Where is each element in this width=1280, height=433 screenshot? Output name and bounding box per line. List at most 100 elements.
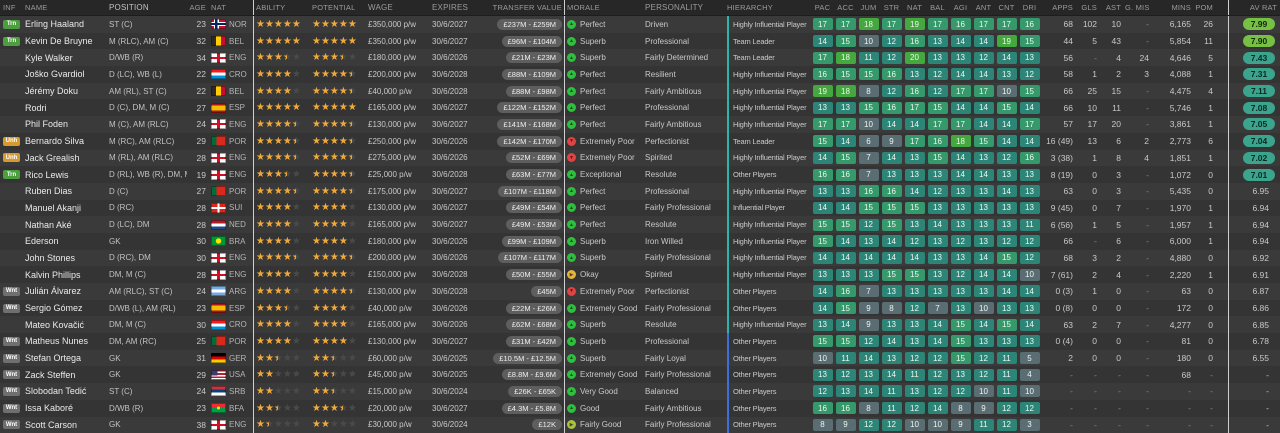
attr-str-cell: 15 <box>880 268 903 281</box>
inf-badge[interactable]: Trn <box>3 19 20 29</box>
col-header-ability[interactable]: ABILITY <box>256 3 286 12</box>
attr-value: 13 <box>927 35 948 48</box>
player-row[interactable]: Trn Erling Haaland ST (C) 23 NOR ★★★★★ ★★★★★ ★★… <box>0 16 1280 33</box>
player-row[interactable]: Unh Bernardo Silva M (RC), AM (RLC) 29 POR ★★… <box>0 132 1280 150</box>
col-header-pac[interactable]: PAC <box>814 3 831 12</box>
player-name[interactable]: Ederson <box>25 236 59 247</box>
player-name[interactable]: Kyle Walker <box>25 52 73 63</box>
player-row[interactable]: EdersonGK30BRA★★★★★★★★★★★★★★★★★★★★£180,0… <box>0 232 1280 250</box>
col-header-ast[interactable]: AST <box>1105 3 1121 12</box>
player-row[interactable]: Phil Foden M (C), AM (RLC) 24 ENG ★★★★★ ★★★★ ★… <box>0 116 1280 133</box>
player-name[interactable]: Manuel Akanji <box>25 202 82 213</box>
player-name[interactable]: Mateo Kovačić <box>25 319 85 330</box>
col-header-expires[interactable]: EXPIRES <box>432 3 469 12</box>
col-header-mins[interactable]: MINS <box>1171 3 1191 12</box>
col-header-pom[interactable]: POM <box>1195 3 1213 12</box>
col-header-acc[interactable]: ACC <box>837 3 854 12</box>
inf-badge[interactable]: Wnt <box>3 336 20 346</box>
stars-empty-icon: ★★★★★ <box>256 102 301 114</box>
col-header-potential[interactable]: POTENTIAL <box>312 3 356 12</box>
col-header-nat[interactable]: NAT <box>906 3 923 12</box>
col-header-str[interactable]: STR <box>883 3 900 12</box>
player-row[interactable]: Rodri D (C), DM, M (C) 27 ESP ★★★★★ ★★★★★ ★★★★… <box>0 99 1280 117</box>
player-row[interactable]: Joško Gvardiol D (LC), WB (L) 22 CRO ★★★★★ ★★… <box>0 66 1280 83</box>
inf-badge[interactable]: Wnt <box>3 420 20 430</box>
player-name[interactable]: John Stones <box>25 252 76 263</box>
col-header-agi[interactable]: AGI <box>953 3 968 12</box>
player-row[interactable]: Trn Kevin De Bruyne M (RLC), AM (C) 32 BEL ★★… <box>0 32 1280 50</box>
player-row[interactable]: Wnt Issa Kaboré D/WB (R) 23 BFA ★★★★★ ★★ ★★★★★ ★… <box>0 399 1280 417</box>
col-header-wage[interactable]: WAGE <box>368 3 393 12</box>
player-row[interactable]: Nathan Aké D (LC), DM 28 NED ★★★★★ ★★★★ ★★★★★ ★… <box>0 216 1280 233</box>
col-header-morale[interactable]: MORALE <box>567 3 600 12</box>
inf-badge[interactable]: Trn <box>3 36 20 46</box>
player-name[interactable]: Slobodan Tedić <box>25 386 87 397</box>
morale-cell: ▲ Superb <box>567 320 645 330</box>
inf-badge[interactable]: Wnt <box>3 286 20 296</box>
inf-badge[interactable]: Unh <box>3 153 20 163</box>
player-name[interactable]: Matheus Nunes <box>25 336 89 347</box>
morale-cell: ▲ Very Good <box>567 386 645 396</box>
player-row[interactable]: Unh Jack Grealish M (RL), AM (RLC) 28 ENG ★★★… <box>0 149 1280 167</box>
player-name[interactable]: Rico Lewis <box>25 169 69 180</box>
player-row[interactable]: Wnt Sergio Gómez D/WB (L), AM (RL) 23 ESP ★★★… <box>0 299 1280 317</box>
col-header-ant[interactable]: ANT <box>975 3 992 12</box>
inf-badge[interactable]: Wnt <box>3 386 20 396</box>
stat-gls: 13 <box>1087 136 1097 147</box>
player-name[interactable]: Bernardo Silva <box>25 136 85 147</box>
player-name[interactable]: Erling Haaland <box>25 19 85 30</box>
player-row[interactable]: Wnt Matheus Nunes DM, AM (RC) 25 POR ★★★★★ ★★★… <box>0 333 1280 350</box>
player-name[interactable]: Joško Gvardiol <box>25 69 85 80</box>
inf-badge[interactable]: Wnt <box>3 370 20 380</box>
player-name[interactable]: Issa Kaboré <box>25 403 74 414</box>
player-name[interactable]: Nathan Aké <box>25 219 72 230</box>
inf-badge[interactable]: Unh <box>3 136 20 146</box>
col-header-cnt[interactable]: CNT <box>998 3 1015 12</box>
player-row[interactable]: Manuel Akanji D (RC) 28 SUI ★★★★★ ★★★★ ★★★★★ ★★… <box>0 199 1280 217</box>
player-row[interactable]: Kalvin Phillips DM, M (C) 28 ENG ★★★★★ ★★★★ ★★… <box>0 266 1280 283</box>
player-name[interactable]: Jack Grealish <box>25 152 80 163</box>
col-header-g-mis[interactable]: G. MIS <box>1125 3 1150 12</box>
player-name[interactable]: Rodri <box>25 102 47 113</box>
col-header-name[interactable]: NAME <box>25 3 48 12</box>
col-header-age[interactable]: AGE <box>189 3 206 12</box>
inf-badge[interactable]: Wnt <box>3 403 20 413</box>
player-row[interactable]: Wnt Slobodan Tedić ST (C) 24 SRB ★★★★★ ★★ ★★★★★… <box>0 383 1280 400</box>
player-name[interactable]: Kevin De Bruyne <box>25 36 93 47</box>
col-header-apps[interactable]: APPS <box>1052 3 1073 12</box>
col-header-av-rat[interactable]: AV RAT <box>1249 3 1277 12</box>
col-header-transfer-value[interactable]: TRANSFER VALUE <box>492 3 562 12</box>
player-row[interactable]: Trn Rico Lewis D (RL), WB (R), DM, M (C) 19… <box>0 166 1280 183</box>
col-header-position[interactable]: POSITION <box>109 3 149 12</box>
player-name[interactable]: Julián Álvarez <box>25 286 82 297</box>
col-header-hierarchy[interactable]: HIERARCHY <box>727 3 773 12</box>
col-header-bal[interactable]: BAL <box>930 3 945 12</box>
col-header-nat[interactable]: NAT <box>211 3 227 12</box>
player-row[interactable]: Wnt Julián Álvarez AM (RLC), ST (C) 24 ARG ★★… <box>0 283 1280 300</box>
player-name[interactable]: Zack Steffen <box>25 369 76 380</box>
col-header-personality[interactable]: PERSONALITY <box>645 3 704 12</box>
col-header-inf[interactable]: INF <box>3 3 16 12</box>
col-header-gls[interactable]: GLS <box>1081 3 1097 12</box>
col-header-jum[interactable]: JUM <box>860 3 877 12</box>
inf-badge[interactable]: Wnt <box>3 303 20 313</box>
player-row[interactable]: Jérémy Doku AM (RL), ST (C) 22 BEL ★★★★★ ★★★★… <box>0 82 1280 100</box>
player-row[interactable]: Mateo Kovačić DM, M (C) 30 CRO ★★★★★ ★★★★ ★★★★… <box>0 316 1280 334</box>
player-name[interactable]: Phil Foden <box>25 119 69 130</box>
player-name[interactable]: Kalvin Phillips <box>25 269 81 280</box>
ability-stars-cell: ★★★★★★★★★★ <box>256 303 312 314</box>
col-header-dri[interactable]: DRI <box>1022 3 1037 12</box>
inf-badge[interactable]: Trn <box>3 170 20 180</box>
inf-badge[interactable]: Wnt <box>3 353 20 363</box>
player-name[interactable]: Sergio Gómez <box>25 303 83 314</box>
player-row[interactable]: John Stones D (RC), DM 30 ENG ★★★★★ ★★★★ ★★★★★… <box>0 249 1280 267</box>
player-row[interactable]: Kyle Walker D/WB (R) 34 ENG ★★★★★ ★★★ ★★★★★ ★★★… <box>0 49 1280 67</box>
player-name[interactable]: Jérémy Doku <box>25 86 79 97</box>
player-name[interactable]: Ruben Dias <box>25 186 73 197</box>
player-name[interactable]: Stefan Ortega <box>25 353 82 364</box>
player-name[interactable]: Scott Carson <box>25 419 78 430</box>
